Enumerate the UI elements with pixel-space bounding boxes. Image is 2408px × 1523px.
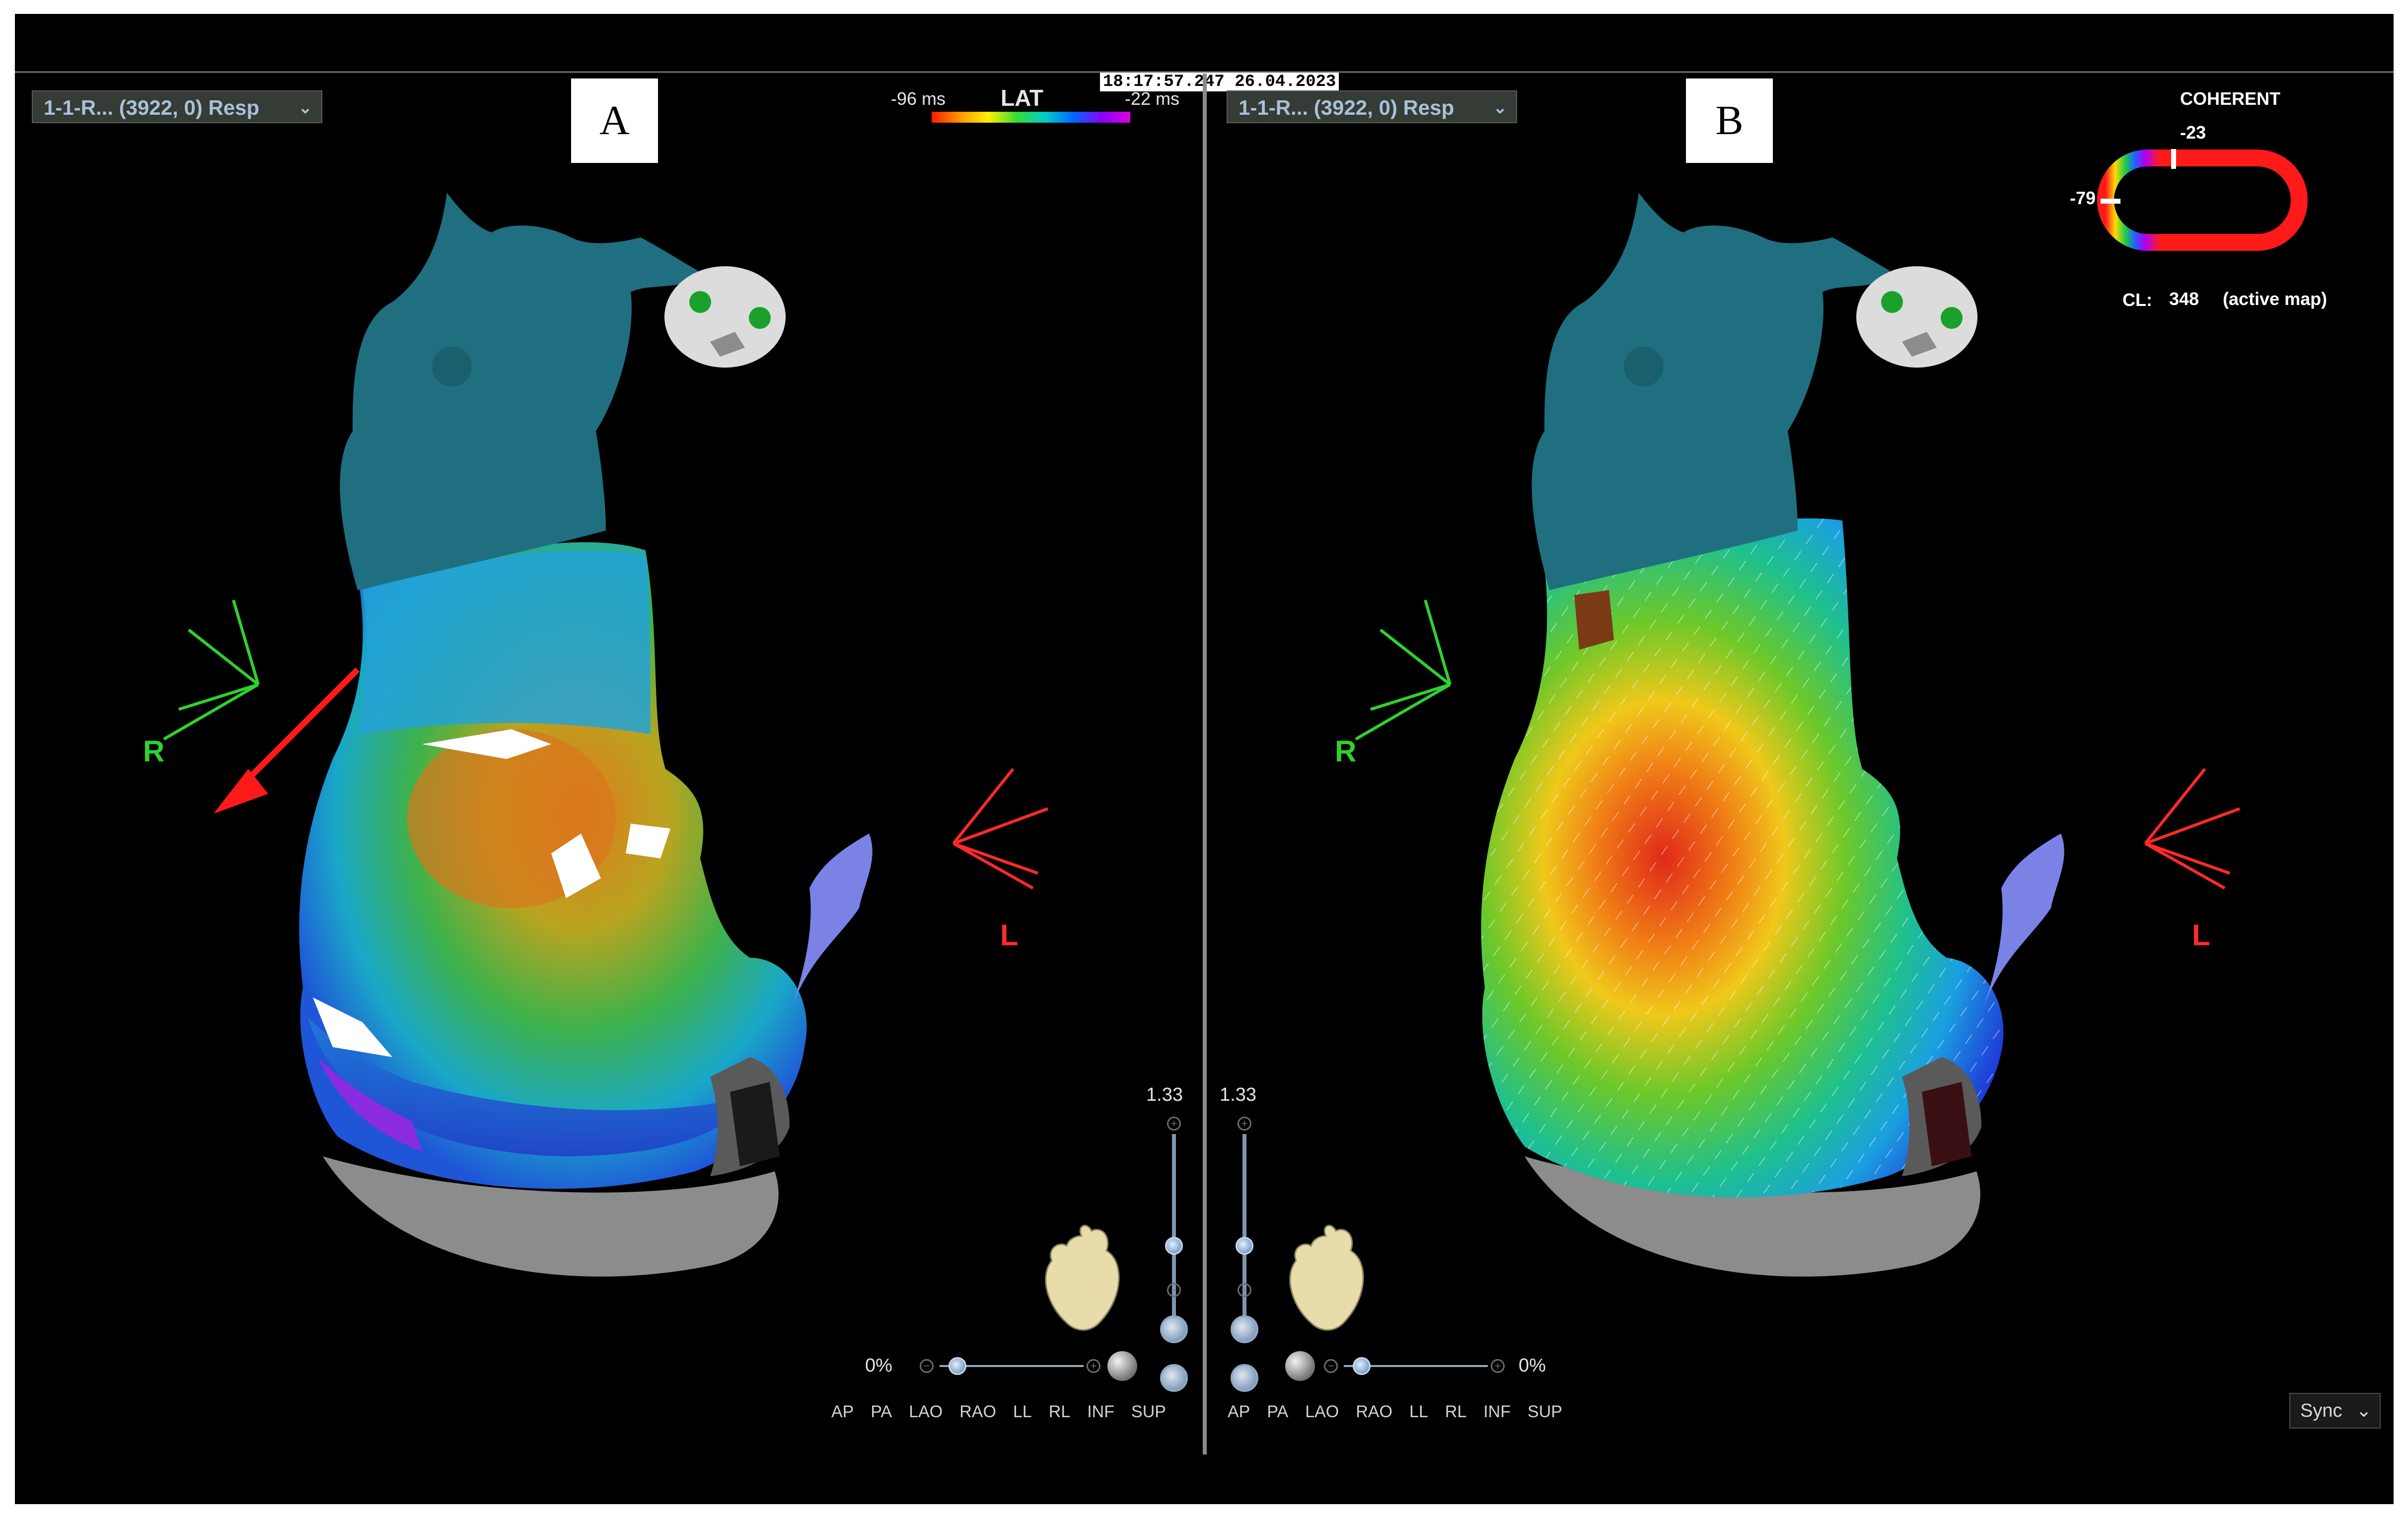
zoom-slider-a[interactable] [1172,1134,1176,1323]
dropdown-caret-icon: ⌄ [1493,98,1508,117]
view-inf-button[interactable]: INF [1483,1402,1511,1421]
vessel-shape [340,193,700,590]
view-buttons-a: AP PA LAO RAO LL RL INF SUP [831,1402,1166,1422]
vessel-shape [1532,193,1892,590]
head-orientation-icon [1856,266,1977,368]
coherent-map-render[interactable] [1207,14,2394,1504]
view-sup-button[interactable]: SUP [1131,1402,1166,1421]
zoom-knob-a[interactable] [1165,1237,1183,1255]
top-divider [15,71,2394,73]
view-pa-button[interactable]: PA [1267,1402,1289,1421]
direction-arrow [214,667,360,814]
zoom-plus-icon[interactable]: + [1167,1117,1181,1131]
cycle-length-label: CL: [2122,290,2152,310]
map-select-a-label: 1-1-R... (3922, 0) Resp [44,96,260,119]
sync-label: Sync [2300,1400,2342,1421]
lat-min-label: -96 ms [891,88,946,109]
sphere-icon[interactable] [1107,1351,1137,1381]
map-pane-a: 1-1-R... (3922, 0) Resp ⌄ A -96 ms LAT -… [15,14,1203,1504]
heart-view-icon[interactable] [1160,1364,1188,1392]
opacity-knob-a[interactable] [949,1357,966,1375]
heart-view-icon[interactable] [1160,1315,1188,1343]
zoom-value-b: 1.33 [1220,1084,1256,1105]
view-rl-button[interactable]: RL [1048,1402,1071,1421]
lat-map-render[interactable] [15,14,1203,1504]
opacity-plus-icon[interactable]: + [1087,1359,1100,1373]
chevron-down-icon: ⌄ [2356,1400,2372,1421]
opacity-minus-icon[interactable]: − [1324,1359,1338,1373]
heart-view-icon[interactable] [1231,1364,1258,1392]
view-ap-button[interactable]: AP [831,1402,854,1421]
orientation-axis-l [2144,768,2241,890]
coherent-top-value: -23 [2180,122,2206,143]
orientation-axis-l [952,768,1049,890]
map-select-b[interactable]: 1-1-R... (3922, 0) Resp ⌄ [1227,90,1517,123]
view-sup-button[interactable]: SUP [1528,1402,1562,1421]
heart-model-icon [1289,1224,1364,1331]
orientation-label-r: R [1335,735,1357,768]
zoom-value-a: 1.33 [1146,1084,1183,1105]
cycle-length-note: (active map) [2223,289,2328,309]
opacity-slider-a[interactable] [940,1365,1084,1367]
opacity-value-b: 0% [1519,1355,1546,1376]
orientation-label-l: L [1000,918,1019,952]
coherent-loop-icon [2097,149,2308,251]
carto-viewer: 18:17:57.247 26.04.2023 1-1-R... (3922, … [15,14,2394,1504]
lat-max-label: -22 ms [1125,88,1180,109]
panel-label-a: A [571,78,658,163]
dropdown-caret-icon: ⌄ [298,98,313,117]
view-lao-button[interactable]: LAO [909,1402,943,1421]
sphere-icon[interactable] [1285,1351,1315,1381]
map-select-a[interactable]: 1-1-R... (3922, 0) Resp ⌄ [32,90,322,123]
view-rl-button[interactable]: RL [1445,1402,1467,1421]
panel-label-b: B [1686,78,1773,163]
zoom-minus-icon[interactable]: − [1167,1283,1181,1297]
view-lao-button[interactable]: LAO [1305,1402,1339,1421]
view-inf-button[interactable]: INF [1087,1402,1115,1421]
zoom-plus-icon[interactable]: + [1238,1117,1251,1131]
opacity-value-a: 0% [865,1355,892,1376]
map-pane-b: 1-1-R... (3922, 0) Resp ⌄ B COHERENT -23… [1207,14,2394,1504]
pane-divider[interactable] [1203,74,1207,1454]
head-orientation-icon [664,266,786,368]
zoom-minus-icon[interactable]: − [1238,1283,1251,1297]
opacity-knob-b[interactable] [1353,1357,1371,1375]
cycle-length-value: 348 [2169,289,2199,309]
orientation-label-r: R [143,735,165,768]
view-ll-button[interactable]: LL [1409,1402,1428,1421]
view-pa-button[interactable]: PA [871,1402,892,1421]
view-rao-button[interactable]: RAO [959,1402,996,1421]
opacity-slider-b[interactable] [1344,1365,1488,1367]
coherent-left-value: -79 [2070,188,2096,208]
orientation-axis-r [163,600,260,741]
coherent-title: COHERENT [2180,88,2281,109]
view-ll-button[interactable]: LL [1013,1402,1032,1421]
orientation-axis-r [1355,600,1452,741]
view-rao-button[interactable]: RAO [1356,1402,1392,1421]
map-select-b-label: 1-1-R... (3922, 0) Resp [1239,96,1455,119]
heart-model-icon [1045,1224,1120,1331]
opacity-minus-icon[interactable]: − [920,1359,934,1373]
zoom-slider-b[interactable] [1242,1134,1246,1323]
view-ap-button[interactable]: AP [1228,1402,1250,1421]
opacity-plus-icon[interactable]: + [1491,1359,1505,1373]
orientation-label-l: L [2192,918,2210,952]
heart-view-icon[interactable] [1231,1315,1258,1343]
sync-select[interactable]: Sync ⌄ [2289,1393,2381,1429]
lat-title: LAT [1001,85,1044,111]
timestamp: 18:17:57.247 26.04.2023 [1100,73,1339,91]
zoom-knob-b[interactable] [1236,1237,1253,1255]
lat-color-bar [932,112,1130,123]
view-buttons-b: AP PA LAO RAO LL RL INF SUP [1228,1402,1562,1422]
